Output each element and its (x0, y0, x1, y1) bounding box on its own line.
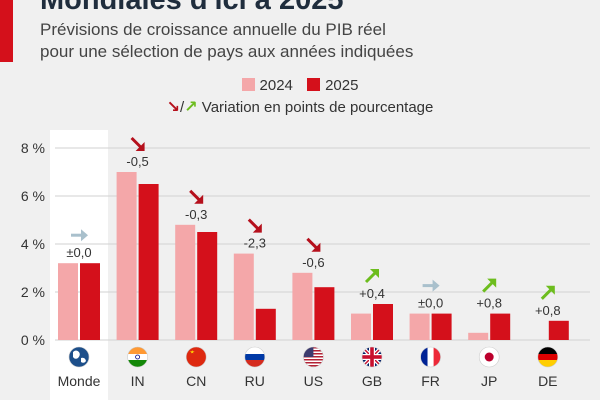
bar-2025-IN (138, 184, 159, 340)
subtitle-line-2: pour une sélection de pays aux années in… (40, 42, 414, 61)
bar-2024-Monde (58, 263, 78, 340)
chart-title: Mondiales d'ici à 2025 (40, 0, 344, 16)
bar-2025-GB (373, 304, 393, 340)
bar-2024-GB (351, 313, 371, 340)
bar-2024-JP (468, 332, 489, 340)
change-label-IN: -0,5 (126, 154, 148, 169)
x-tick-label-CN: CN (186, 373, 206, 389)
flag-japan-icon (478, 346, 500, 368)
change-label-FR: ±0,0 (418, 296, 443, 311)
bar-2025-FR (431, 313, 452, 340)
bar-2024-CN (175, 224, 196, 340)
x-tick-label-JP: JP (481, 373, 497, 389)
series-legend: 2024 2025 (0, 76, 600, 94)
flag-france-icon (420, 346, 441, 368)
x-tick-label-FR: FR (421, 373, 440, 389)
bar-2025-CN (197, 232, 218, 340)
change-legend: ↘/↗ Variation en points de pourcentage (0, 97, 600, 117)
subtitle-line-1: Prévisions de croissance annuelle du PIB… (40, 20, 386, 39)
flag-usa-icon (303, 346, 324, 368)
change-label-Monde: ±0,0 (66, 245, 91, 260)
change-label-DE: +0,8 (535, 303, 561, 318)
flag-russia-icon (244, 346, 266, 368)
arrow-down-icon: ↘ (166, 99, 181, 116)
legend-label-2024: 2024 (259, 76, 293, 94)
flag-germany-icon (537, 346, 559, 368)
arrow-down-icon (247, 218, 262, 233)
legend-swatch-2025 (307, 77, 321, 91)
x-tick-label-US: US (304, 373, 323, 389)
y-tick-label: 6 % (21, 188, 45, 204)
x-tick-label-DE: DE (538, 373, 557, 389)
bar-2024-US (292, 272, 313, 340)
flag-uk-icon (361, 346, 383, 368)
change-label-JP: +0,8 (476, 296, 502, 311)
x-tick-label-GB: GB (362, 373, 382, 389)
bar-2024-IN (116, 172, 137, 340)
arrow-down-icon (306, 237, 321, 252)
change-label-US: -0,6 (302, 255, 324, 270)
flag-china-icon (185, 346, 207, 368)
legend-swatch-2024 (241, 77, 255, 91)
x-tick-label-Monde: Monde (58, 373, 101, 389)
arrow-flat-icon (422, 279, 440, 292)
bar-2024-RU (233, 253, 254, 340)
bar-2025-RU (255, 308, 276, 340)
legend-change-label: Variation en points de pourcentage (201, 99, 434, 116)
bar-2025-US (314, 287, 335, 340)
bar-2025-JP (490, 313, 511, 340)
arrow-up-icon (364, 269, 379, 284)
legend-item-2024: 2024 (241, 76, 293, 94)
bar-2025-DE (548, 320, 569, 340)
legend-item-2025: 2025 (307, 77, 358, 94)
arrow-flat-icon (71, 229, 88, 242)
flag-india-icon (127, 346, 148, 368)
change-label-GB: +0,4 (359, 286, 385, 301)
x-tick-label-RU: RU (245, 373, 265, 389)
y-tick-label: 8 % (21, 140, 45, 156)
y-tick-label: 0 % (21, 332, 45, 348)
bar-2024-FR (409, 313, 430, 340)
change-label-RU: -2,3 (244, 236, 266, 251)
y-tick-label: 4 % (21, 236, 45, 252)
chart-subtitle: Prévisions de croissance annuelle du PIB… (40, 19, 413, 63)
accent-bar (0, 0, 13, 62)
legend-separator: / (180, 99, 185, 116)
arrow-up-icon: ↗ (184, 99, 198, 116)
y-tick-label: 2 % (21, 284, 45, 300)
globe-icon (68, 346, 90, 368)
arrow-down-icon (130, 136, 145, 151)
arrow-down-icon (189, 189, 204, 204)
x-tick-label-IN: IN (131, 373, 145, 389)
bar-2025-Monde (80, 263, 100, 340)
legend-label-2025: 2025 (325, 76, 359, 94)
change-label-CN: -0,3 (185, 207, 207, 222)
arrow-up-icon (540, 285, 555, 300)
arrow-up-icon (482, 278, 497, 293)
